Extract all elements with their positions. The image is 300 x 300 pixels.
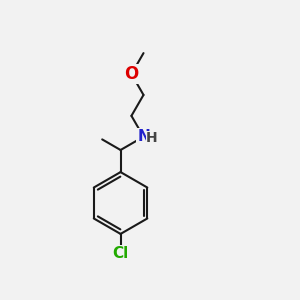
Text: Cl: Cl: [112, 246, 129, 261]
Text: O: O: [124, 65, 139, 83]
Text: N: N: [137, 129, 150, 144]
Text: H: H: [146, 131, 158, 145]
